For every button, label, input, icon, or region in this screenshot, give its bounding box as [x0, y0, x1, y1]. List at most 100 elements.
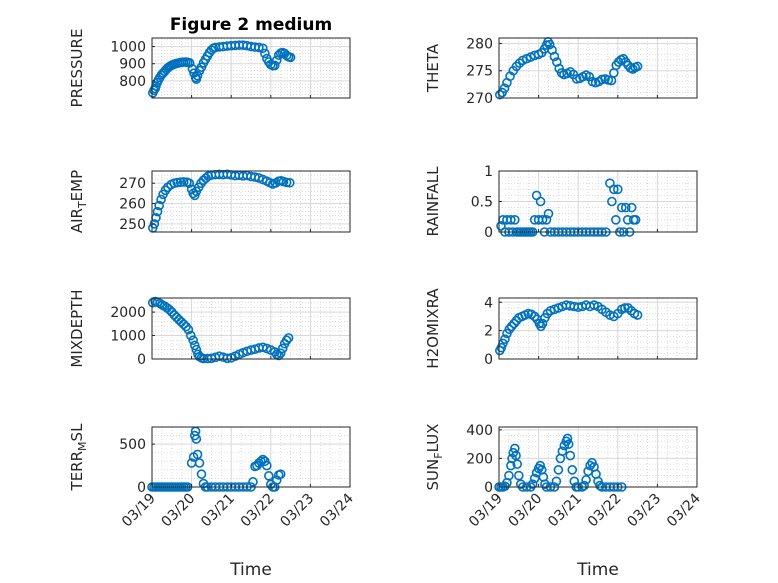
data-point — [626, 202, 637, 213]
data-point — [156, 194, 166, 205]
y-tick-label: 400 — [466, 423, 493, 439]
x-tick-label: 03/20 — [506, 491, 546, 531]
data-point — [275, 469, 286, 479]
data-point — [506, 321, 517, 332]
data-point — [611, 215, 621, 225]
data-point — [192, 70, 203, 81]
data-point — [509, 318, 519, 329]
subplot-6: 0 2 4 H2OMIXRA — [424, 288, 698, 369]
y-tick-label: 260 — [119, 197, 146, 213]
data-point — [632, 310, 643, 320]
y-tick-label: 2000 — [110, 305, 146, 321]
data-point — [551, 476, 562, 487]
data-point — [543, 208, 554, 219]
data-point — [260, 48, 270, 59]
data-point — [535, 196, 546, 207]
subplot-4: 0 0.5 1 RAINFALL — [424, 164, 698, 241]
data-point — [496, 342, 507, 353]
data-point — [506, 215, 516, 225]
data-point — [609, 184, 619, 195]
data-point — [512, 459, 523, 469]
data-point — [184, 178, 195, 188]
y-tick-label: 500 — [119, 437, 146, 453]
y-axis-label: MIXDEPTH — [68, 289, 86, 367]
data-point — [149, 219, 160, 229]
y-axis-label: AIRTEMP — [68, 170, 89, 233]
x-tick-label: 03/23 — [277, 491, 317, 531]
y-tick-label: 200 — [466, 451, 493, 467]
axes-box — [151, 170, 351, 233]
x-tick-label: 03/19 — [119, 491, 159, 531]
data-point — [281, 335, 292, 346]
y-tick-label: 4 — [484, 295, 493, 311]
x-tick-label: 03/24 — [317, 490, 357, 530]
data-point — [192, 449, 203, 460]
data-point — [178, 319, 189, 330]
data-point — [155, 298, 165, 309]
data-point — [191, 434, 202, 444]
y-axis-label: SUNFLUX — [424, 424, 445, 491]
data-point — [549, 51, 560, 62]
y-axis-label: PRESSURE — [68, 29, 86, 108]
data-point — [527, 479, 538, 489]
data-point — [513, 470, 524, 481]
data-point — [553, 465, 564, 475]
data-point — [189, 340, 200, 351]
data-point — [258, 43, 268, 54]
data-point — [557, 446, 568, 457]
data-point — [258, 342, 268, 353]
data-point — [275, 348, 286, 358]
y-axis-label: THETA — [424, 43, 442, 93]
y-tick-label: 0 — [137, 480, 146, 496]
data-point — [186, 330, 196, 341]
data-point — [508, 447, 519, 458]
data-point — [537, 318, 548, 329]
data-point — [164, 304, 175, 315]
x-tick-label: 03/22 — [238, 491, 278, 531]
y-tick-label: 250 — [119, 217, 146, 233]
data-point — [579, 480, 589, 491]
data-point — [494, 89, 505, 100]
y-axis-label: H2OMIXRA — [424, 288, 442, 369]
x-tick-label: 03/20 — [159, 491, 199, 531]
data-point — [581, 475, 591, 485]
x-tick-label: 03/19 — [466, 491, 506, 531]
axes-box — [498, 37, 698, 99]
data-point — [504, 470, 514, 481]
data-point — [565, 450, 576, 461]
subplot-5: 0 1000 2000 MIXDEPTH — [68, 289, 351, 368]
subplot-7: 0 500 03/19 03/20 03/21 03/22 03/23 03/24 Time TE… — [68, 423, 357, 580]
y-tick-label: 800 — [119, 74, 146, 90]
data-point — [529, 311, 540, 322]
subplot-3: 250 260 270 AIRTEMP — [68, 169, 351, 233]
data-point — [620, 202, 631, 213]
data-point — [628, 64, 638, 74]
data-point — [632, 61, 643, 72]
data-point — [167, 307, 177, 317]
subplot-8: 0 200 400 03/19 03/20 03/21 03/22 03/23 03/24 Tim… — [424, 423, 704, 580]
y-tick-label: 0 — [484, 225, 493, 241]
axes-box — [151, 297, 351, 360]
y-tick-label: 275 — [466, 64, 493, 80]
data-point — [175, 177, 186, 187]
data-point — [277, 343, 288, 354]
axes-box — [151, 426, 351, 488]
data-point — [510, 215, 520, 225]
y-tick-label: 270 — [119, 176, 146, 192]
data-point — [630, 215, 641, 225]
data-point — [595, 480, 605, 491]
data-point — [556, 68, 567, 78]
data-point — [283, 333, 294, 343]
data-point — [152, 206, 163, 217]
y-axis-label: TERRMSL — [68, 423, 89, 492]
data-point — [254, 42, 264, 53]
x-axis-label: Time — [229, 560, 272, 580]
y-tick-label: 1000 — [110, 40, 146, 56]
y-tick-label: 0 — [484, 480, 493, 496]
data-point — [499, 83, 510, 93]
data-point — [262, 460, 272, 471]
axes-box — [498, 426, 698, 488]
axes-box — [498, 297, 698, 360]
